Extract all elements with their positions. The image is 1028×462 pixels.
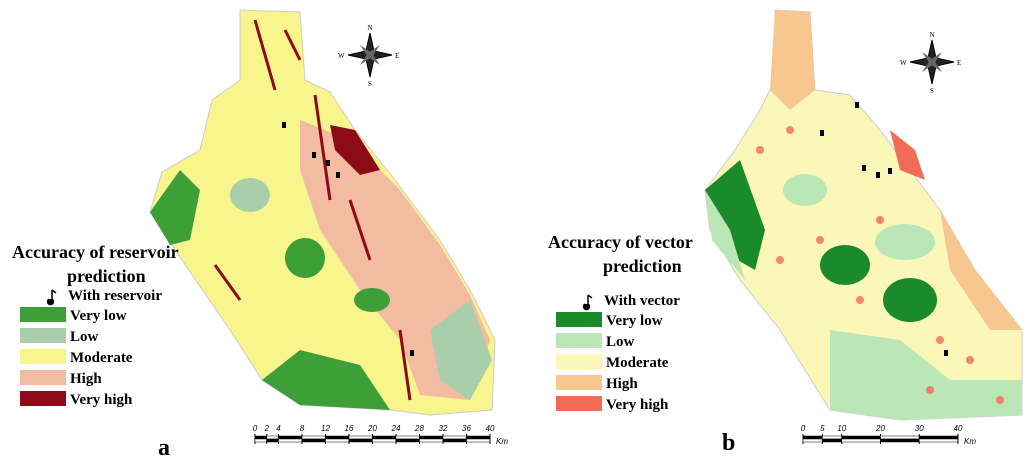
legend-swatch [556, 354, 602, 369]
scale-segment [443, 439, 467, 442]
legend-swatch [20, 328, 66, 343]
figure: Accuracy of reservoir prediction With rese… [0, 0, 1028, 462]
scale-segment [279, 436, 303, 439]
scale-segment [881, 439, 920, 442]
legend-label: Very low [606, 313, 663, 329]
scale-segment [881, 436, 920, 439]
scale-segment [842, 439, 881, 442]
scale-segment [919, 439, 958, 442]
scale-segment [373, 439, 397, 442]
scale-label: 40 [486, 424, 495, 433]
legend-label: High [606, 376, 638, 392]
panel-label: b [722, 430, 735, 456]
scale-segment [326, 439, 350, 442]
scale-label: 5 [820, 424, 825, 433]
legend-title: prediction [603, 256, 682, 276]
map-b [705, 10, 1022, 420]
compass-label: S [368, 80, 372, 88]
compass-label: W [338, 52, 345, 60]
legend-swatch [556, 396, 602, 411]
legend-marker [584, 295, 593, 310]
scale-segment [255, 436, 267, 439]
legend-label: With reservoir [68, 288, 162, 304]
scale-segment [349, 436, 373, 439]
scale-label: 40 [954, 424, 963, 433]
scale-unit: Km [496, 437, 508, 446]
legend-title: Accuracy of vector [548, 232, 693, 252]
compass-label: S [930, 87, 934, 95]
scale-segment [302, 436, 326, 439]
scale-segment [396, 436, 420, 439]
legend-swatch [556, 375, 602, 390]
compass: N S E W [900, 31, 961, 95]
scale-label: 16 [345, 424, 354, 433]
scale-label: 4 [276, 424, 281, 433]
scale-segment [803, 439, 822, 442]
scale-unit: Km [964, 437, 976, 446]
compass-label: N [929, 31, 934, 39]
scale-label: 20 [875, 424, 885, 433]
scale-label: 12 [321, 424, 330, 433]
scale-segment [267, 439, 279, 442]
scale-label: 24 [391, 424, 401, 433]
legend-label: Very low [70, 308, 127, 324]
scale-segment [326, 436, 350, 439]
compass-label: W [900, 59, 907, 67]
legend-swatch [556, 333, 602, 348]
scale-label: 30 [915, 424, 924, 433]
scale-segment [919, 436, 958, 439]
legend-label: High [70, 371, 102, 387]
scale-segment [267, 436, 279, 439]
scale-segment [803, 436, 822, 439]
compass-label: E [957, 59, 961, 67]
scale-segment [822, 439, 841, 442]
scale-segment [396, 439, 420, 442]
legend-swatch [20, 349, 66, 364]
legend-label: Low [606, 334, 635, 350]
compass-label: E [395, 52, 399, 60]
scale-segment [373, 436, 397, 439]
legend-swatch [20, 370, 66, 385]
scale-label: 36 [462, 424, 471, 433]
scale-segment [349, 439, 373, 442]
scale-segment [302, 439, 326, 442]
scale-label: 0 [801, 424, 806, 433]
scale-segment [842, 436, 881, 439]
legend-label: Very high [606, 397, 669, 413]
scale-segment [467, 439, 491, 442]
legend-swatch [556, 312, 602, 327]
scale-label: 0 [253, 424, 258, 433]
scale-segment [420, 439, 444, 442]
scale-label: 10 [837, 424, 846, 433]
legend-swatch [20, 307, 66, 322]
compass: N S E W [338, 24, 399, 88]
scale-segment [467, 436, 491, 439]
legend-label: Low [70, 329, 99, 345]
scale-segment [279, 439, 303, 442]
panel-label: a [158, 435, 170, 461]
map-a [150, 10, 495, 415]
scale-segment [443, 436, 467, 439]
legend-label: Moderate [606, 355, 669, 371]
legend-title: prediction [67, 266, 146, 286]
scale-segment [822, 436, 841, 439]
scale-segment [255, 439, 267, 442]
legend-label: Moderate [70, 350, 133, 366]
scale-label: 2 [264, 424, 270, 433]
scale-label: 20 [367, 424, 377, 433]
legend-swatch [20, 391, 66, 406]
scale-label: 28 [414, 424, 424, 433]
compass-label: N [367, 24, 372, 32]
scale-label: 32 [439, 424, 448, 433]
legend-label: Very high [70, 392, 133, 408]
scale-segment [420, 436, 444, 439]
legend-label: With vector [604, 293, 680, 309]
legend-marker [48, 290, 57, 305]
scale-label: 8 [300, 424, 305, 433]
legend-title: Accuracy of reservoir [12, 242, 179, 262]
